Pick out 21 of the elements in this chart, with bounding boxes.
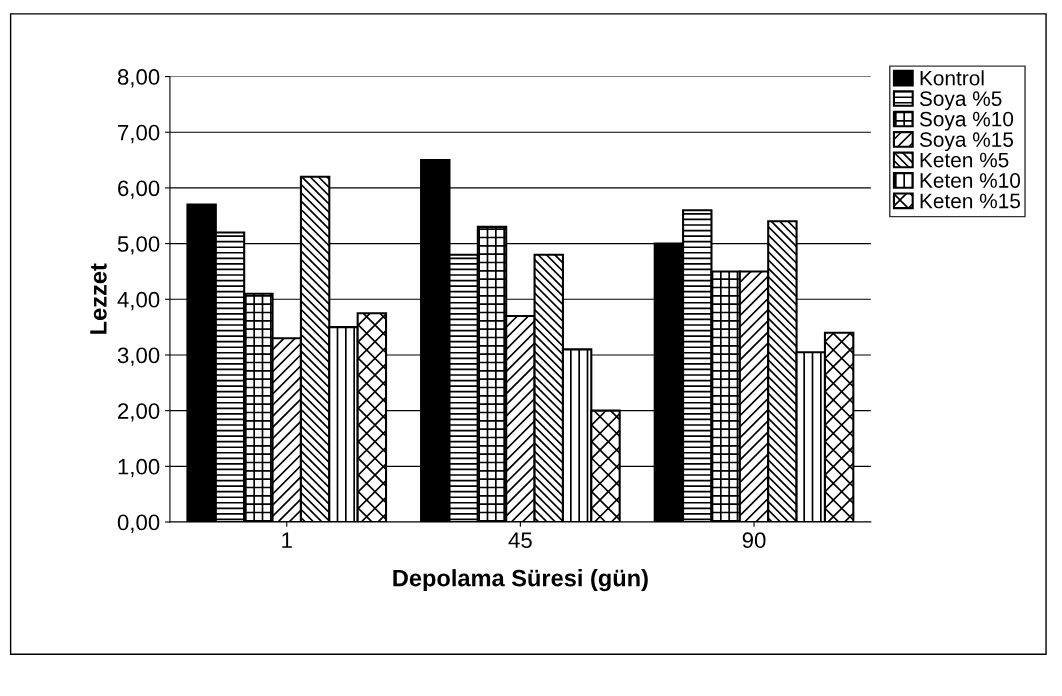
legend-label: Soya %5: [919, 91, 1002, 111]
y-axis-title: Lezzet: [90, 263, 107, 334]
y-tick-label: 7,00: [118, 124, 160, 144]
y-tick-label: 4,00: [117, 291, 160, 311]
y-tick-label: 6,00: [118, 180, 160, 199]
legend-label: Kontrol: [920, 70, 984, 86]
y-tick-label: 2,00: [118, 403, 160, 422]
x-axis-title: Depolama Süresi (gün): [393, 569, 648, 592]
y-tick-label: 0,00: [117, 514, 160, 533]
x-tick-label: 90: [742, 532, 766, 549]
x-tick-label: 45: [508, 532, 532, 549]
legend-label: Soya %15: [919, 132, 1014, 152]
y-tick-label: 8,00: [117, 69, 160, 88]
legend-label: Keten %10: [920, 173, 1021, 188]
legend-label: Soya %10: [919, 111, 1014, 131]
y-tick-label: 3,00: [117, 347, 160, 366]
legend-label: Keten %15: [920, 193, 1020, 209]
legend-label: Keten %5: [920, 152, 1009, 168]
y-tick-label: 1,00: [118, 458, 160, 478]
y-tick-label: 5,00: [117, 236, 160, 255]
x-tick-label: 1: [282, 532, 292, 548]
